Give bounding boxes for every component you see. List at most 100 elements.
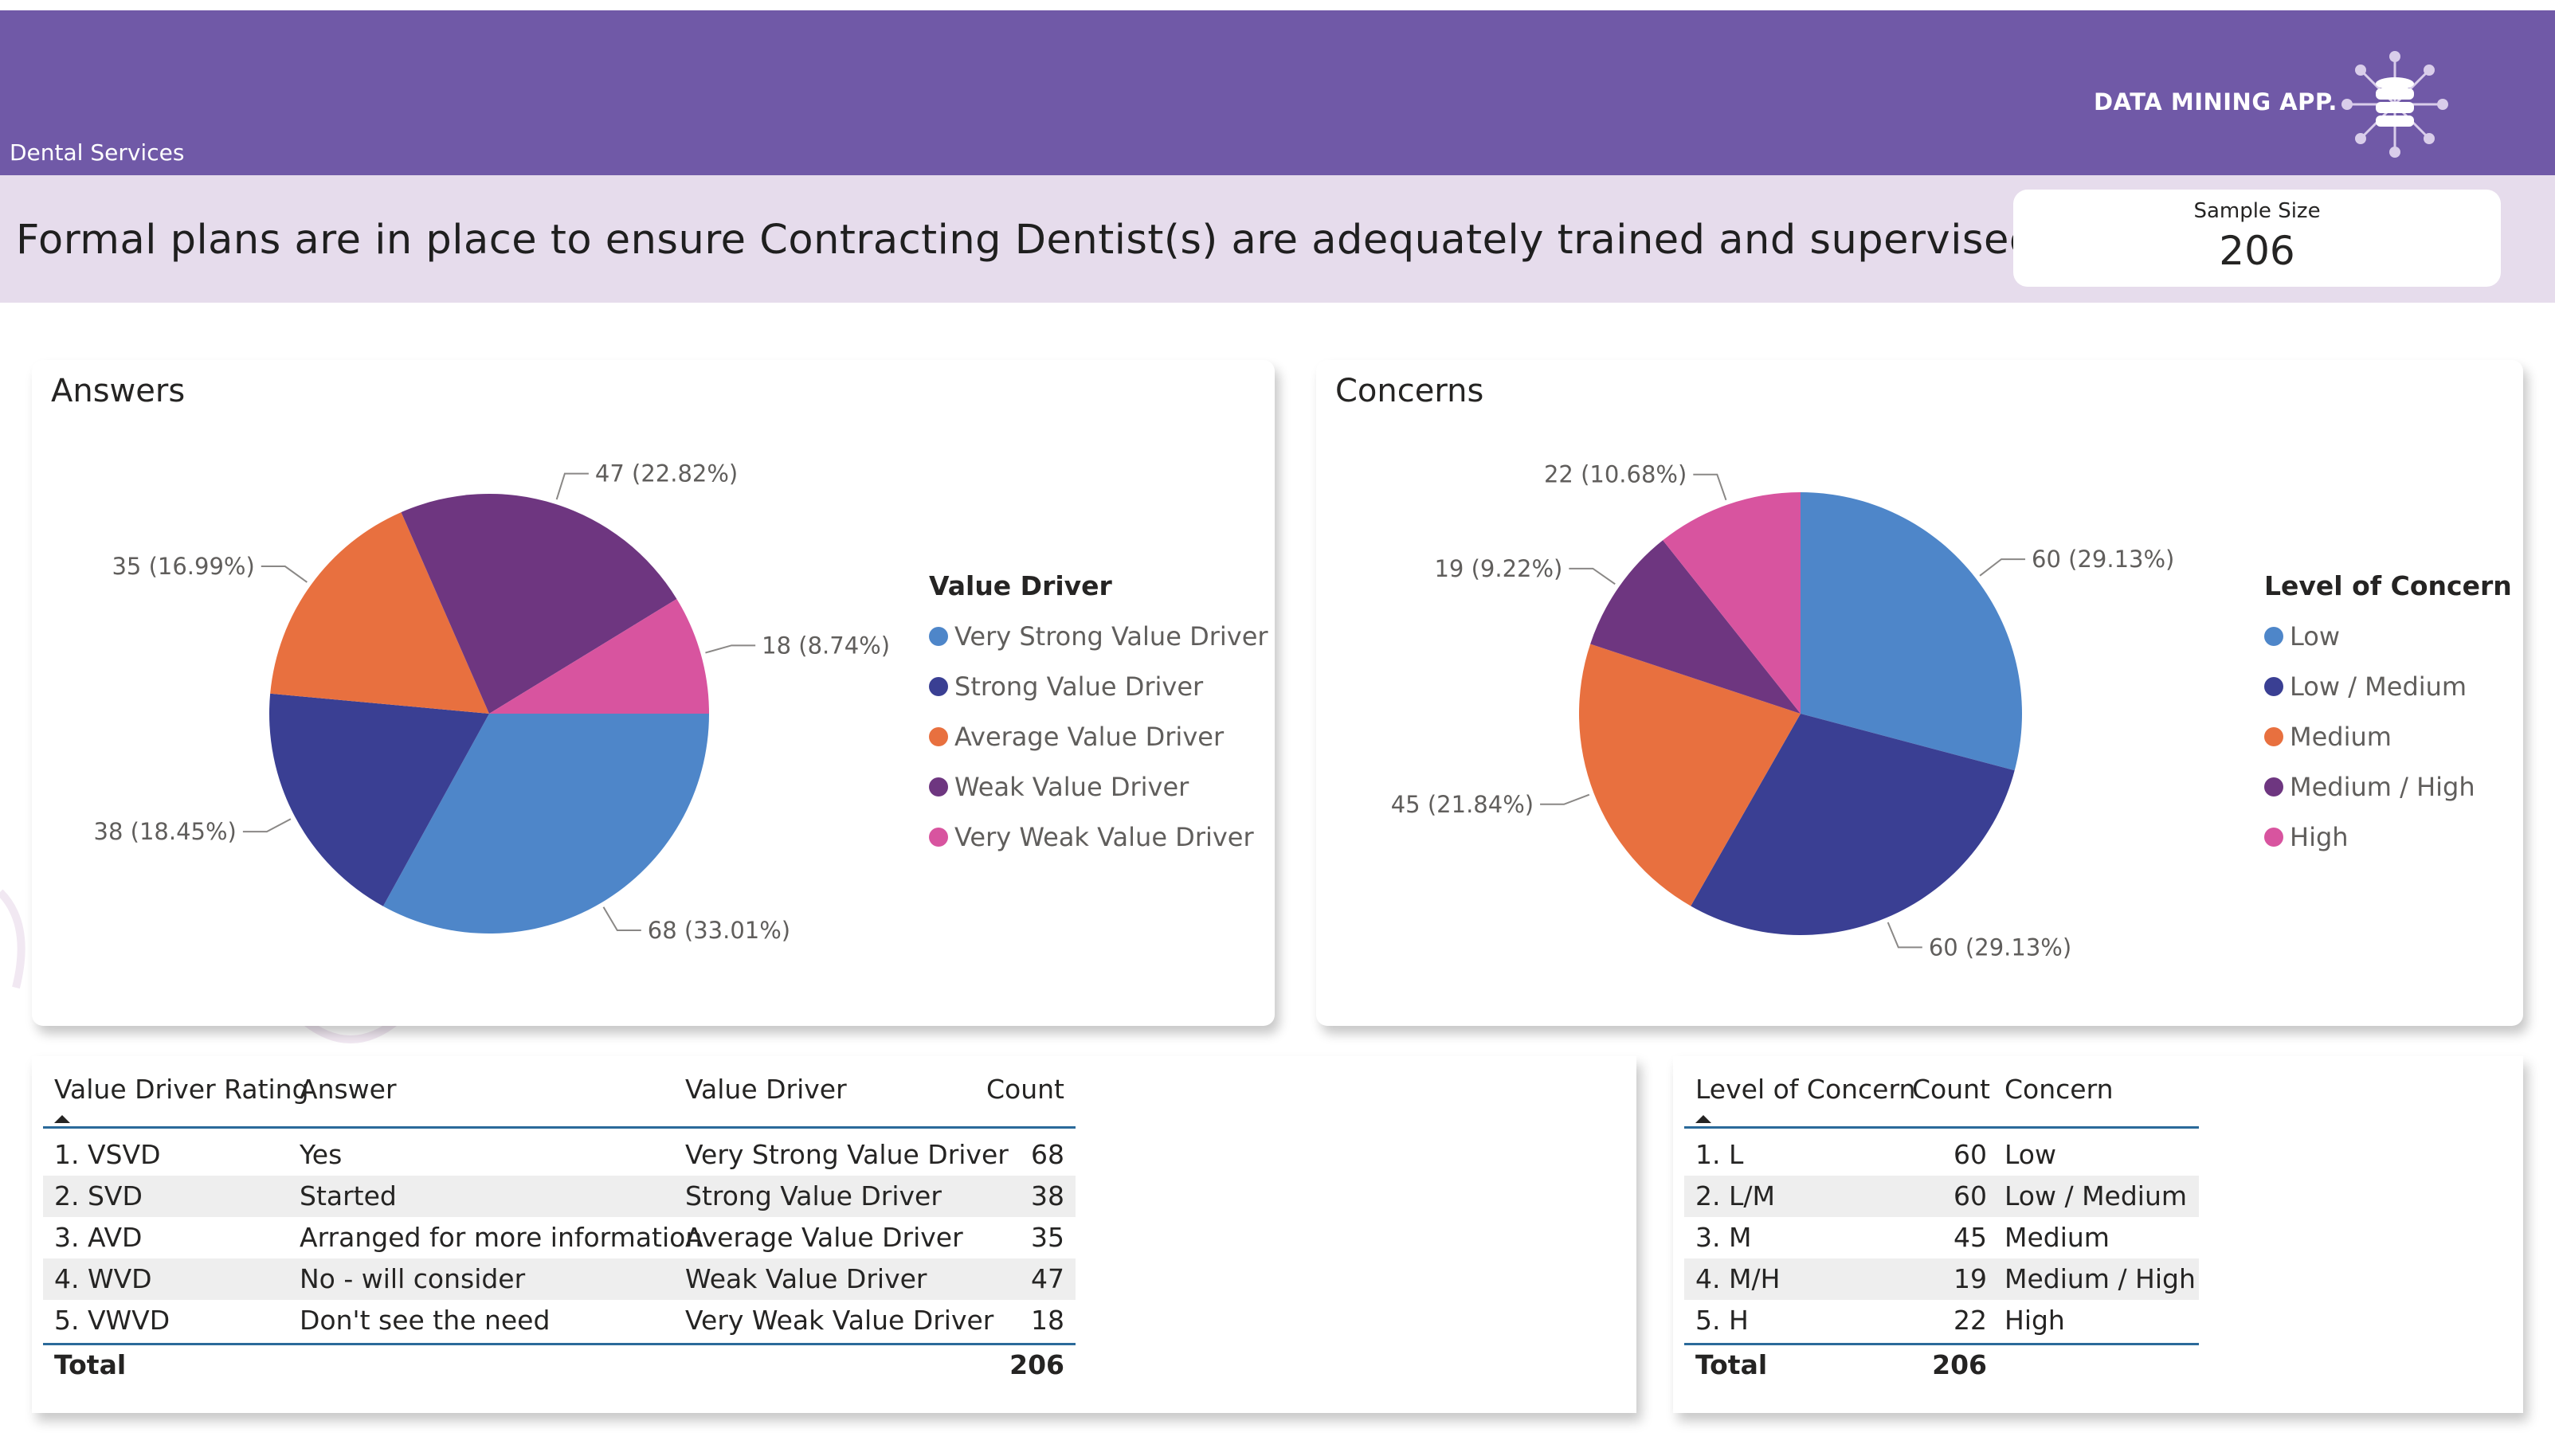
table-row[interactable]: 4. M/H 19 Medium / High	[1684, 1258, 2199, 1300]
legend-item[interactable]: Very Strong Value Driver	[929, 611, 1268, 661]
total-label: Total	[1695, 1349, 1768, 1380]
data-label: 38 (18.45%)	[94, 818, 237, 845]
table-cell: 2. SVD	[54, 1180, 143, 1211]
total-divider	[1684, 1343, 2199, 1345]
sort-ascending-icon[interactable]	[1695, 1115, 1711, 1123]
column-header[interactable]: Concern	[2004, 1074, 2114, 1105]
table-row[interactable]: 1. VSVD Yes Very Strong Value Driver 68	[43, 1134, 1076, 1176]
table-cell: 45	[1953, 1222, 1987, 1253]
table-cell: 47	[1031, 1263, 1064, 1294]
total-divider	[43, 1343, 1076, 1345]
legend-label: Strong Value Driver	[954, 671, 1204, 702]
table-cell: Very Strong Value Driver	[685, 1139, 1009, 1170]
table-cell: Medium / High	[2004, 1263, 2196, 1294]
table-cell: 38	[1031, 1180, 1064, 1211]
total-label: Total	[54, 1349, 127, 1380]
pie-slice[interactable]	[489, 598, 709, 714]
pie-slice[interactable]	[269, 693, 489, 906]
legend-label: High	[2290, 821, 2349, 852]
table-cell: Average Value Driver	[685, 1222, 963, 1253]
data-label: 45 (21.84%)	[1391, 791, 1534, 818]
table-row[interactable]: 2. L/M 60 Low / Medium	[1684, 1176, 2199, 1217]
legend-item[interactable]: Very Weak Value Driver	[929, 812, 1268, 862]
header-divider	[43, 1126, 1076, 1129]
pie-slice[interactable]	[1663, 492, 1801, 714]
question-text: Formal plans are in place to ensure Cont…	[16, 217, 2155, 264]
total-value: 206	[1009, 1349, 1064, 1380]
answers-table-card: Value Driver Rating Answer Value Driver …	[32, 1056, 1636, 1413]
table-cell: High	[2004, 1305, 2065, 1336]
table-cell: 60	[1953, 1180, 1987, 1211]
legend-item[interactable]: Weak Value Driver	[929, 761, 1268, 812]
answers-title: Answers	[51, 373, 186, 409]
column-header[interactable]: Value Driver	[685, 1074, 847, 1105]
legend-label: Medium	[2290, 721, 2392, 752]
leader-line	[242, 818, 292, 833]
pie-slice[interactable]	[401, 494, 677, 714]
table-cell: 35	[1031, 1222, 1064, 1253]
data-label: 35 (16.99%)	[112, 553, 254, 580]
legend-label: Medium / High	[2290, 771, 2475, 802]
legend-dot	[2264, 777, 2283, 796]
concerns-legend-title: Level of Concern	[2264, 570, 2512, 601]
legend-item[interactable]: Medium / High	[2264, 761, 2512, 812]
data-label: 19 (9.22%)	[1434, 555, 1562, 582]
table-cell: 68	[1031, 1139, 1064, 1170]
answers-table: Value Driver Rating Answer Value Driver …	[43, 1069, 1076, 1403]
column-header[interactable]: Level of Concern	[1695, 1074, 1916, 1105]
legend-dot	[2264, 726, 2283, 746]
table-cell: Low / Medium	[2004, 1180, 2188, 1211]
pie-slice[interactable]	[1590, 540, 1801, 714]
leader-line	[1693, 473, 1727, 501]
data-label: 18 (8.74%)	[762, 632, 890, 659]
pie-slice[interactable]	[1579, 644, 1801, 906]
answers-pie-chart: 68 (33.01%) 38 (18.45%) 35 (16.99%) 47 (22.…	[94, 460, 890, 944]
legend-item[interactable]: Low / Medium	[2264, 661, 2512, 711]
table-cell: 18	[1031, 1305, 1064, 1336]
pie-slice[interactable]	[1691, 714, 2015, 935]
table-row[interactable]: 2. SVD Started Strong Value Driver 38	[43, 1176, 1076, 1217]
table-cell: Yes	[300, 1139, 343, 1170]
table-cell: No - will consider	[300, 1263, 526, 1294]
table-cell: 22	[1953, 1305, 1987, 1336]
leader-line	[1540, 793, 1590, 805]
column-header[interactable]: Answer	[300, 1074, 397, 1105]
data-label: 60 (29.13%)	[2032, 546, 2174, 573]
legend-item[interactable]: Average Value Driver	[929, 711, 1268, 761]
table-row[interactable]: 4. WVD No - will consider Weak Value Dri…	[43, 1258, 1076, 1300]
table-row[interactable]: 5. VWVD Don't see the need Very Weak Val…	[43, 1300, 1076, 1341]
table-row[interactable]: 1. L 60 Low	[1684, 1134, 2199, 1176]
table-header-row: Value Driver Rating Answer Value Driver …	[43, 1069, 1076, 1110]
legend-dot	[929, 827, 948, 847]
leader-line	[705, 644, 756, 654]
concerns-pie-chart: 60 (29.13%) 60 (29.13%) 45 (21.84%) 19 (9.2…	[1391, 461, 2175, 961]
leader-line	[1569, 567, 1616, 585]
concerns-table-card: Level of Concern Count Concern 1. L 60 L…	[1673, 1056, 2523, 1413]
table-cell: 60	[1953, 1139, 1987, 1170]
legend-item[interactable]: Low	[2264, 611, 2512, 661]
sort-ascending-icon[interactable]	[54, 1115, 70, 1123]
table-cell: 3. AVD	[54, 1222, 143, 1253]
data-label: 60 (29.13%)	[1929, 933, 2071, 961]
pie-slice[interactable]	[270, 512, 489, 714]
table-row[interactable]: 5. H 22 High	[1684, 1300, 2199, 1341]
sample-size-value: 206	[2219, 228, 2295, 274]
pie-slice[interactable]	[382, 714, 709, 933]
column-header[interactable]: Value Driver Rating	[54, 1074, 309, 1105]
total-row: Total 206	[1684, 1344, 2199, 1386]
column-header[interactable]: Count	[1912, 1074, 1991, 1105]
table-header-row: Level of Concern Count Concern	[1684, 1069, 2199, 1110]
answers-legend-title: Value Driver	[929, 570, 1112, 601]
table-cell: Medium	[2004, 1222, 2110, 1253]
legend-item[interactable]: Medium	[2264, 711, 2512, 761]
table-row[interactable]: 3. AVD Arranged for more information Ave…	[43, 1217, 1076, 1258]
data-label: 47 (22.82%)	[595, 460, 738, 487]
table-row[interactable]: 3. M 45 Medium	[1684, 1217, 2199, 1258]
pie-slice[interactable]	[1801, 492, 2022, 771]
legend-item[interactable]: Strong Value Driver	[929, 661, 1268, 711]
table-cell: 5. VWVD	[54, 1305, 170, 1336]
leader-line	[1979, 558, 2026, 577]
column-header[interactable]: Count	[986, 1074, 1064, 1105]
legend-dot	[2264, 626, 2283, 646]
legend-item[interactable]: High	[2264, 812, 2512, 862]
